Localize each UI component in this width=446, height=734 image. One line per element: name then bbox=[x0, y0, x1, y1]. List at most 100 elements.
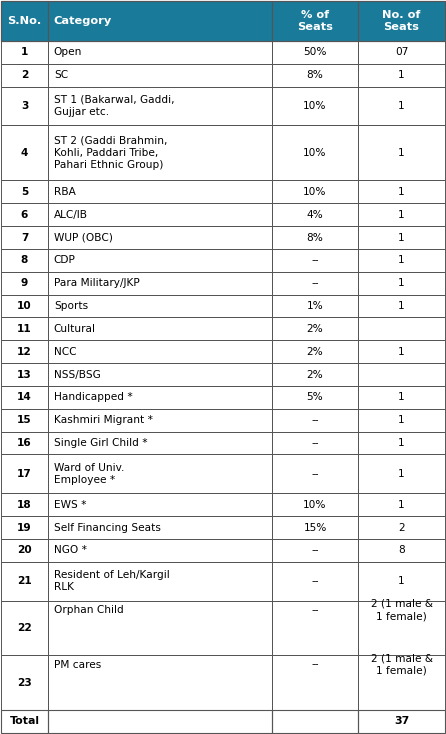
Bar bbox=[358, 294, 445, 317]
Text: 17: 17 bbox=[17, 469, 32, 479]
Bar bbox=[48, 64, 272, 87]
Text: --: -- bbox=[311, 469, 319, 479]
Bar bbox=[1, 363, 48, 386]
Text: NCC: NCC bbox=[54, 346, 76, 357]
Bar bbox=[1, 41, 48, 64]
Text: --: -- bbox=[311, 438, 319, 448]
Bar bbox=[358, 600, 445, 655]
Bar bbox=[358, 539, 445, 562]
Bar bbox=[48, 226, 272, 249]
Bar bbox=[48, 249, 272, 272]
Text: SC: SC bbox=[54, 70, 68, 80]
Text: WUP (OBC): WUP (OBC) bbox=[54, 233, 113, 242]
Bar bbox=[272, 516, 358, 539]
Text: No. of
Seats: No. of Seats bbox=[382, 10, 421, 32]
Bar bbox=[272, 181, 358, 203]
Bar bbox=[358, 516, 445, 539]
Bar bbox=[1, 272, 48, 294]
Bar bbox=[48, 126, 272, 181]
Text: 9: 9 bbox=[21, 278, 28, 288]
Bar bbox=[358, 41, 445, 64]
Bar bbox=[48, 64, 272, 87]
Text: 7: 7 bbox=[21, 233, 28, 242]
Bar bbox=[272, 249, 358, 272]
Text: Kashmiri Migrant *: Kashmiri Migrant * bbox=[54, 415, 153, 425]
Bar bbox=[358, 226, 445, 249]
Text: 8: 8 bbox=[21, 255, 28, 266]
Text: 2%: 2% bbox=[307, 324, 323, 334]
Text: 15: 15 bbox=[17, 415, 32, 425]
Bar bbox=[358, 181, 445, 203]
Bar bbox=[1, 181, 48, 203]
Bar bbox=[1, 600, 48, 655]
Bar bbox=[1, 317, 48, 341]
Text: NGO *: NGO * bbox=[54, 545, 87, 556]
Bar bbox=[1, 710, 48, 733]
Bar bbox=[48, 181, 272, 203]
Bar bbox=[48, 562, 272, 600]
Bar bbox=[358, 562, 445, 600]
Bar bbox=[1, 64, 48, 87]
Bar bbox=[48, 1, 272, 41]
Bar bbox=[272, 386, 358, 409]
Text: Self Financing Seats: Self Financing Seats bbox=[54, 523, 161, 533]
Text: 16: 16 bbox=[17, 438, 32, 448]
Bar bbox=[272, 409, 358, 432]
Bar bbox=[1, 203, 48, 226]
Text: 2: 2 bbox=[398, 523, 405, 533]
Bar bbox=[48, 226, 272, 249]
Text: 22: 22 bbox=[17, 623, 32, 633]
Text: 1: 1 bbox=[398, 210, 405, 219]
Bar bbox=[358, 87, 445, 126]
Bar bbox=[1, 249, 48, 272]
Text: NSS/BSG: NSS/BSG bbox=[54, 369, 100, 379]
Bar bbox=[272, 317, 358, 341]
Bar bbox=[272, 655, 358, 710]
Bar bbox=[1, 655, 48, 710]
Bar bbox=[358, 87, 445, 126]
Text: S.No.: S.No. bbox=[8, 16, 41, 26]
Bar bbox=[272, 203, 358, 226]
Bar bbox=[1, 432, 48, 454]
Bar bbox=[1, 249, 48, 272]
Bar bbox=[1, 87, 48, 126]
Bar bbox=[272, 272, 358, 294]
Text: Para Military/JKP: Para Military/JKP bbox=[54, 278, 140, 288]
Bar bbox=[358, 386, 445, 409]
Bar bbox=[1, 317, 48, 341]
Bar bbox=[272, 386, 358, 409]
Bar bbox=[48, 539, 272, 562]
Text: --: -- bbox=[311, 278, 319, 288]
Bar bbox=[48, 493, 272, 516]
Bar bbox=[358, 516, 445, 539]
Text: 2 (1 male &
1 female): 2 (1 male & 1 female) bbox=[371, 653, 433, 676]
Bar bbox=[1, 493, 48, 516]
Bar bbox=[48, 181, 272, 203]
Bar bbox=[358, 454, 445, 493]
Bar bbox=[1, 562, 48, 600]
Text: --: -- bbox=[311, 545, 319, 556]
Text: ST 1 (Bakarwal, Gaddi,
Gujjar etc.: ST 1 (Bakarwal, Gaddi, Gujjar etc. bbox=[54, 95, 174, 117]
Bar bbox=[1, 516, 48, 539]
Text: 4: 4 bbox=[21, 148, 28, 158]
Bar bbox=[358, 249, 445, 272]
Bar bbox=[48, 655, 272, 710]
Bar bbox=[1, 386, 48, 409]
Bar bbox=[48, 203, 272, 226]
Text: 5%: 5% bbox=[307, 393, 323, 402]
Bar bbox=[48, 710, 272, 733]
Bar bbox=[272, 432, 358, 454]
Bar bbox=[1, 294, 48, 317]
Bar bbox=[48, 454, 272, 493]
Bar bbox=[1, 454, 48, 493]
Bar bbox=[272, 87, 358, 126]
Text: 1%: 1% bbox=[307, 301, 323, 311]
Bar bbox=[48, 126, 272, 181]
Text: 21: 21 bbox=[17, 576, 32, 586]
Bar bbox=[48, 41, 272, 64]
Bar bbox=[358, 409, 445, 432]
Bar bbox=[1, 64, 48, 87]
Bar bbox=[272, 539, 358, 562]
Text: 1: 1 bbox=[398, 469, 405, 479]
Text: 6: 6 bbox=[21, 210, 28, 219]
